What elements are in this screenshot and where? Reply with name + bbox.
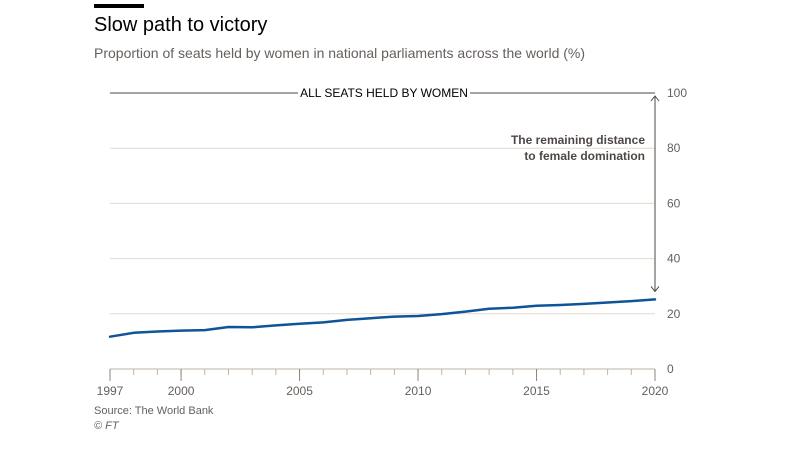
- y-tick-label: 60: [667, 196, 681, 210]
- grid-lines: [110, 147, 655, 370]
- chart-title: Slow path to victory: [94, 14, 268, 36]
- y-axis: 0 20 40 60 80 100: [667, 86, 687, 376]
- annotation-text-line: to female domination: [524, 149, 645, 163]
- x-tick-label: 2005: [286, 384, 313, 398]
- series-line-0: [108, 298, 657, 338]
- x-tick-label: 1997: [97, 384, 124, 398]
- annotation: The remaining distance to female dominati…: [511, 95, 660, 293]
- y-tick-label: 80: [667, 141, 681, 155]
- annotation-text-line: The remaining distance: [511, 133, 645, 147]
- annotation-arrowhead-bottom: [650, 286, 660, 293]
- credit-note: © FT: [94, 420, 119, 432]
- y-tick-label: 40: [667, 252, 681, 266]
- source-note: Source: The World Bank: [94, 405, 214, 417]
- y-tick-label: 100: [667, 86, 687, 100]
- series-group: [108, 298, 657, 338]
- reference-line: ALL SEATS HELD BY WOMEN: [110, 86, 655, 100]
- reference-line-label: ALL SEATS HELD BY WOMEN: [300, 86, 468, 100]
- y-tick-label: 0: [667, 362, 674, 376]
- x-tick-label: 2000: [168, 384, 195, 398]
- title-accent-bar: [94, 4, 144, 8]
- annotation-arrowhead-top: [650, 95, 660, 102]
- x-axis: 1997 2000 2005 2010 2015 2020: [97, 369, 669, 398]
- x-tick-label: 2010: [405, 384, 432, 398]
- y-tick-label: 20: [667, 307, 681, 321]
- chart-subtitle: Proportion of seats held by women in nat…: [94, 45, 586, 61]
- x-tick-label: 2015: [523, 384, 550, 398]
- x-tick-label: 2020: [642, 384, 669, 398]
